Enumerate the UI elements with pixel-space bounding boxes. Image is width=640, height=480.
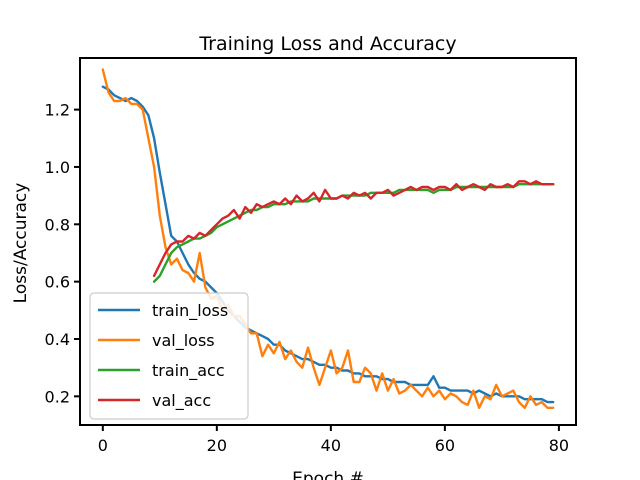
x-tick-label: 80 — [549, 436, 569, 455]
plot-area — [101, 68, 555, 409]
x-axis-title: Epoch # — [292, 469, 364, 480]
y-tick-label: 0.8 — [45, 215, 70, 234]
y-axis-title: Loss/Accuracy — [11, 183, 31, 304]
series-line-val-acc — [152, 180, 555, 278]
x-tick-label: 0 — [98, 436, 108, 455]
y-tick-label: 1.2 — [45, 101, 70, 120]
y-tick-label: 0.2 — [45, 387, 70, 406]
x-tick-label: 40 — [321, 436, 341, 455]
legend-label-train-acc: train_acc — [152, 361, 225, 381]
legend-label-train-loss: train_loss — [152, 301, 228, 321]
x-tick-label: 20 — [207, 436, 227, 455]
y-tick-label: 0.6 — [45, 273, 70, 292]
y-tick-label: 0.4 — [45, 330, 70, 349]
legend-box — [89, 292, 249, 420]
x-tick-label: 60 — [435, 436, 455, 455]
series-line-train-loss — [101, 85, 555, 404]
axis-ticks: 0 20 40 60 80 0.2 0.4 0.6 0.8 1.0 1.2 — [45, 101, 570, 455]
chart-title: Training Loss and Accuracy — [198, 33, 456, 55]
series-line-val-loss — [101, 68, 555, 409]
legend-label-val-acc: val_acc — [152, 391, 211, 411]
legend: train_loss val_loss train_acc val_acc — [89, 292, 249, 420]
legend-label-val-loss: val_loss — [152, 331, 215, 351]
plot-frame — [79, 57, 577, 426]
y-tick-label: 1.0 — [45, 158, 70, 177]
